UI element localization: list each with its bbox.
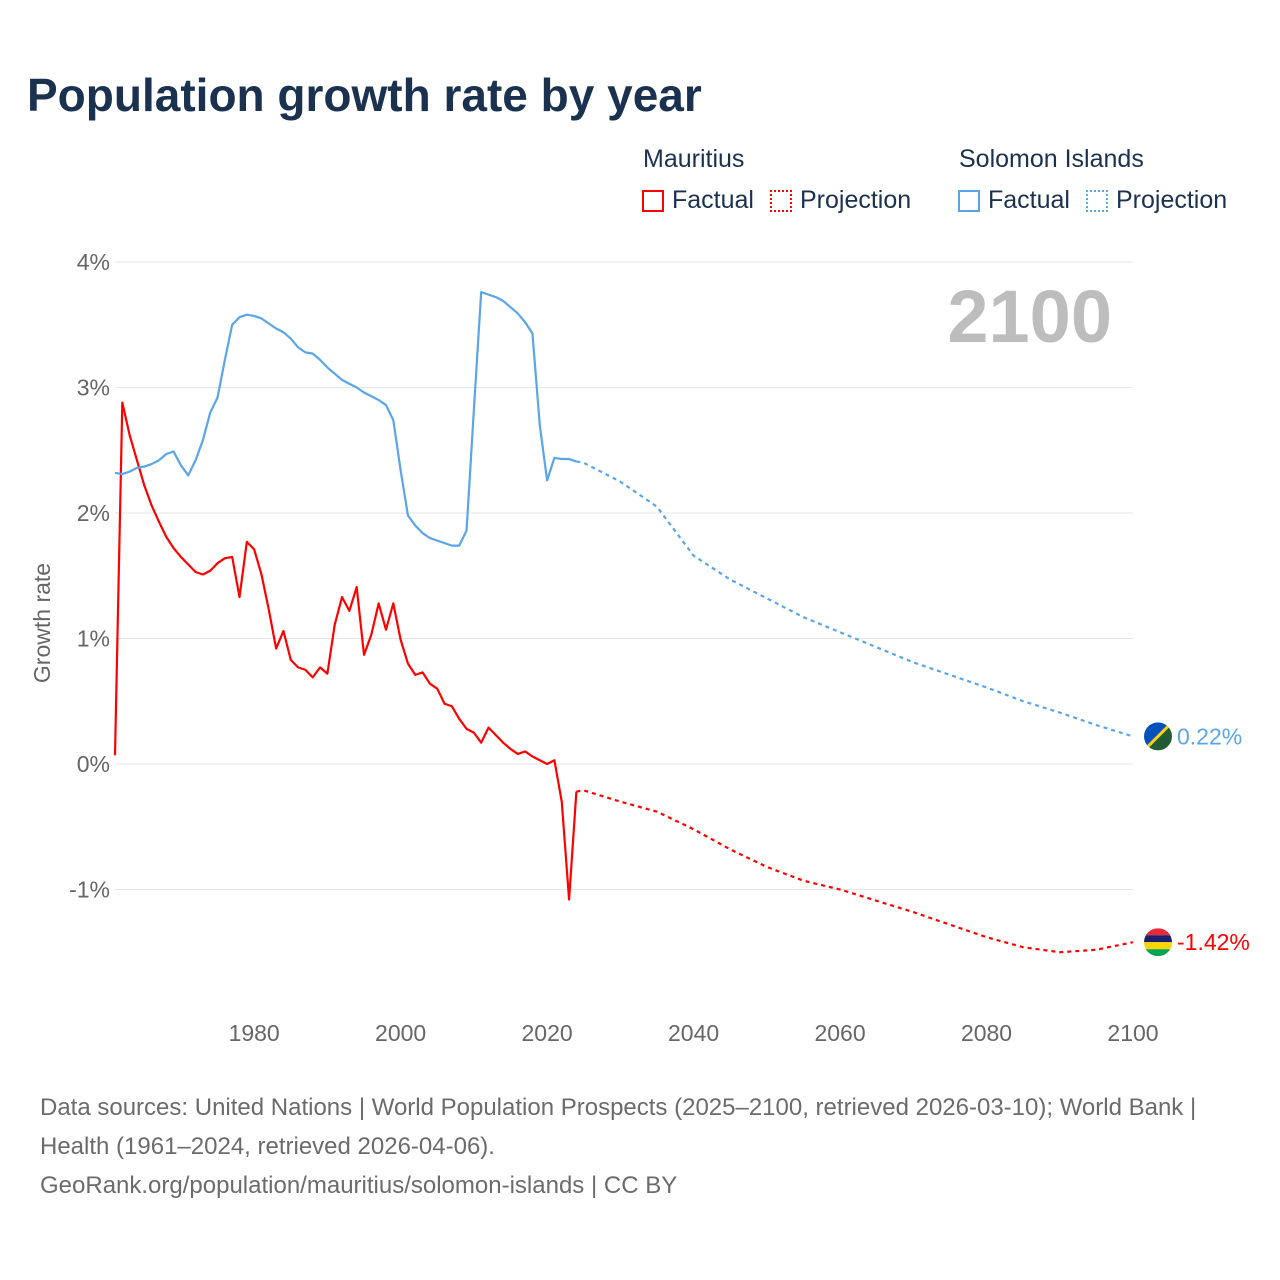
y-tick-label: 0% bbox=[77, 751, 110, 777]
flag-stripe bbox=[1144, 928, 1172, 936]
y-tick-label: 3% bbox=[77, 375, 110, 401]
legend-label: Factual bbox=[988, 186, 1070, 214]
x-tick-label: 1980 bbox=[229, 1020, 280, 1046]
y-axis-label: Growth rate bbox=[29, 563, 55, 683]
footer-sources: Data sources: United Nations | World Pop… bbox=[40, 1094, 1197, 1160]
x-tick-label: 2060 bbox=[814, 1020, 865, 1046]
x-tick-label: 2080 bbox=[961, 1020, 1012, 1046]
mauritius-end-label: -1.42% bbox=[1177, 929, 1250, 955]
footer-link[interactable]: GeoRank.org/population/mauritius/solomon… bbox=[40, 1172, 678, 1199]
flag-stripe bbox=[1144, 942, 1172, 950]
x-tick-label: 2040 bbox=[668, 1020, 719, 1046]
chart-title: Population growth rate by year bbox=[27, 69, 702, 121]
x-tick-label: 2020 bbox=[522, 1020, 573, 1046]
footer: Data sources: United Nations | World Pop… bbox=[40, 1088, 1240, 1205]
legend-group-solomon: Solomon Islands bbox=[959, 145, 1144, 173]
legend-row-solomon: Factual Projection bbox=[958, 186, 1243, 215]
y-tick-label: 1% bbox=[77, 626, 110, 652]
legend-swatch-dotted bbox=[1085, 189, 1108, 212]
legend-group-mauritius: Mauritius bbox=[643, 145, 745, 173]
legend-row-mauritius: Factual Projection bbox=[642, 186, 927, 215]
solomon-end-label: 0.22% bbox=[1177, 723, 1242, 749]
mauritius-projection-line bbox=[576, 789, 1134, 954]
legend-label: Projection bbox=[799, 186, 912, 214]
mauritius-factual-line bbox=[113, 401, 578, 901]
solomon-factual-line bbox=[114, 291, 577, 547]
flag-stripe bbox=[1144, 722, 1172, 751]
legend-label: Factual bbox=[672, 186, 754, 214]
legend-solomon-factual[interactable]: Factual bbox=[958, 186, 1070, 215]
legend-solomon-projection[interactable]: Projection bbox=[1085, 186, 1228, 215]
legend-label: Projection bbox=[1115, 186, 1228, 214]
legend-mauritius-factual[interactable]: Factual bbox=[642, 186, 754, 215]
flag-stripe bbox=[1144, 949, 1172, 957]
solomon-projection-line bbox=[576, 460, 1134, 738]
x-tick-label: 2000 bbox=[375, 1020, 426, 1046]
legend-swatch-dotted bbox=[769, 189, 792, 212]
year-watermark: 2100 bbox=[947, 275, 1112, 358]
flag-stripe bbox=[1144, 935, 1172, 943]
legend-swatch-solid bbox=[642, 189, 664, 212]
plot-area: 4% 3% 2% 1% 0% -1% 1980 2000 2020 2040 2060 2080 210… bbox=[29, 249, 1250, 1046]
y-tick-label: -1% bbox=[69, 877, 110, 903]
solomon-flag-icon bbox=[1144, 722, 1172, 751]
x-tick-label: 2100 bbox=[1107, 1020, 1158, 1046]
legend-mauritius-projection[interactable]: Projection bbox=[769, 186, 912, 215]
mauritius-flag-icon bbox=[1144, 928, 1172, 957]
legend-swatch-solid bbox=[958, 189, 980, 212]
y-tick-label: 4% bbox=[77, 249, 110, 275]
y-tick-label: 2% bbox=[77, 500, 110, 526]
